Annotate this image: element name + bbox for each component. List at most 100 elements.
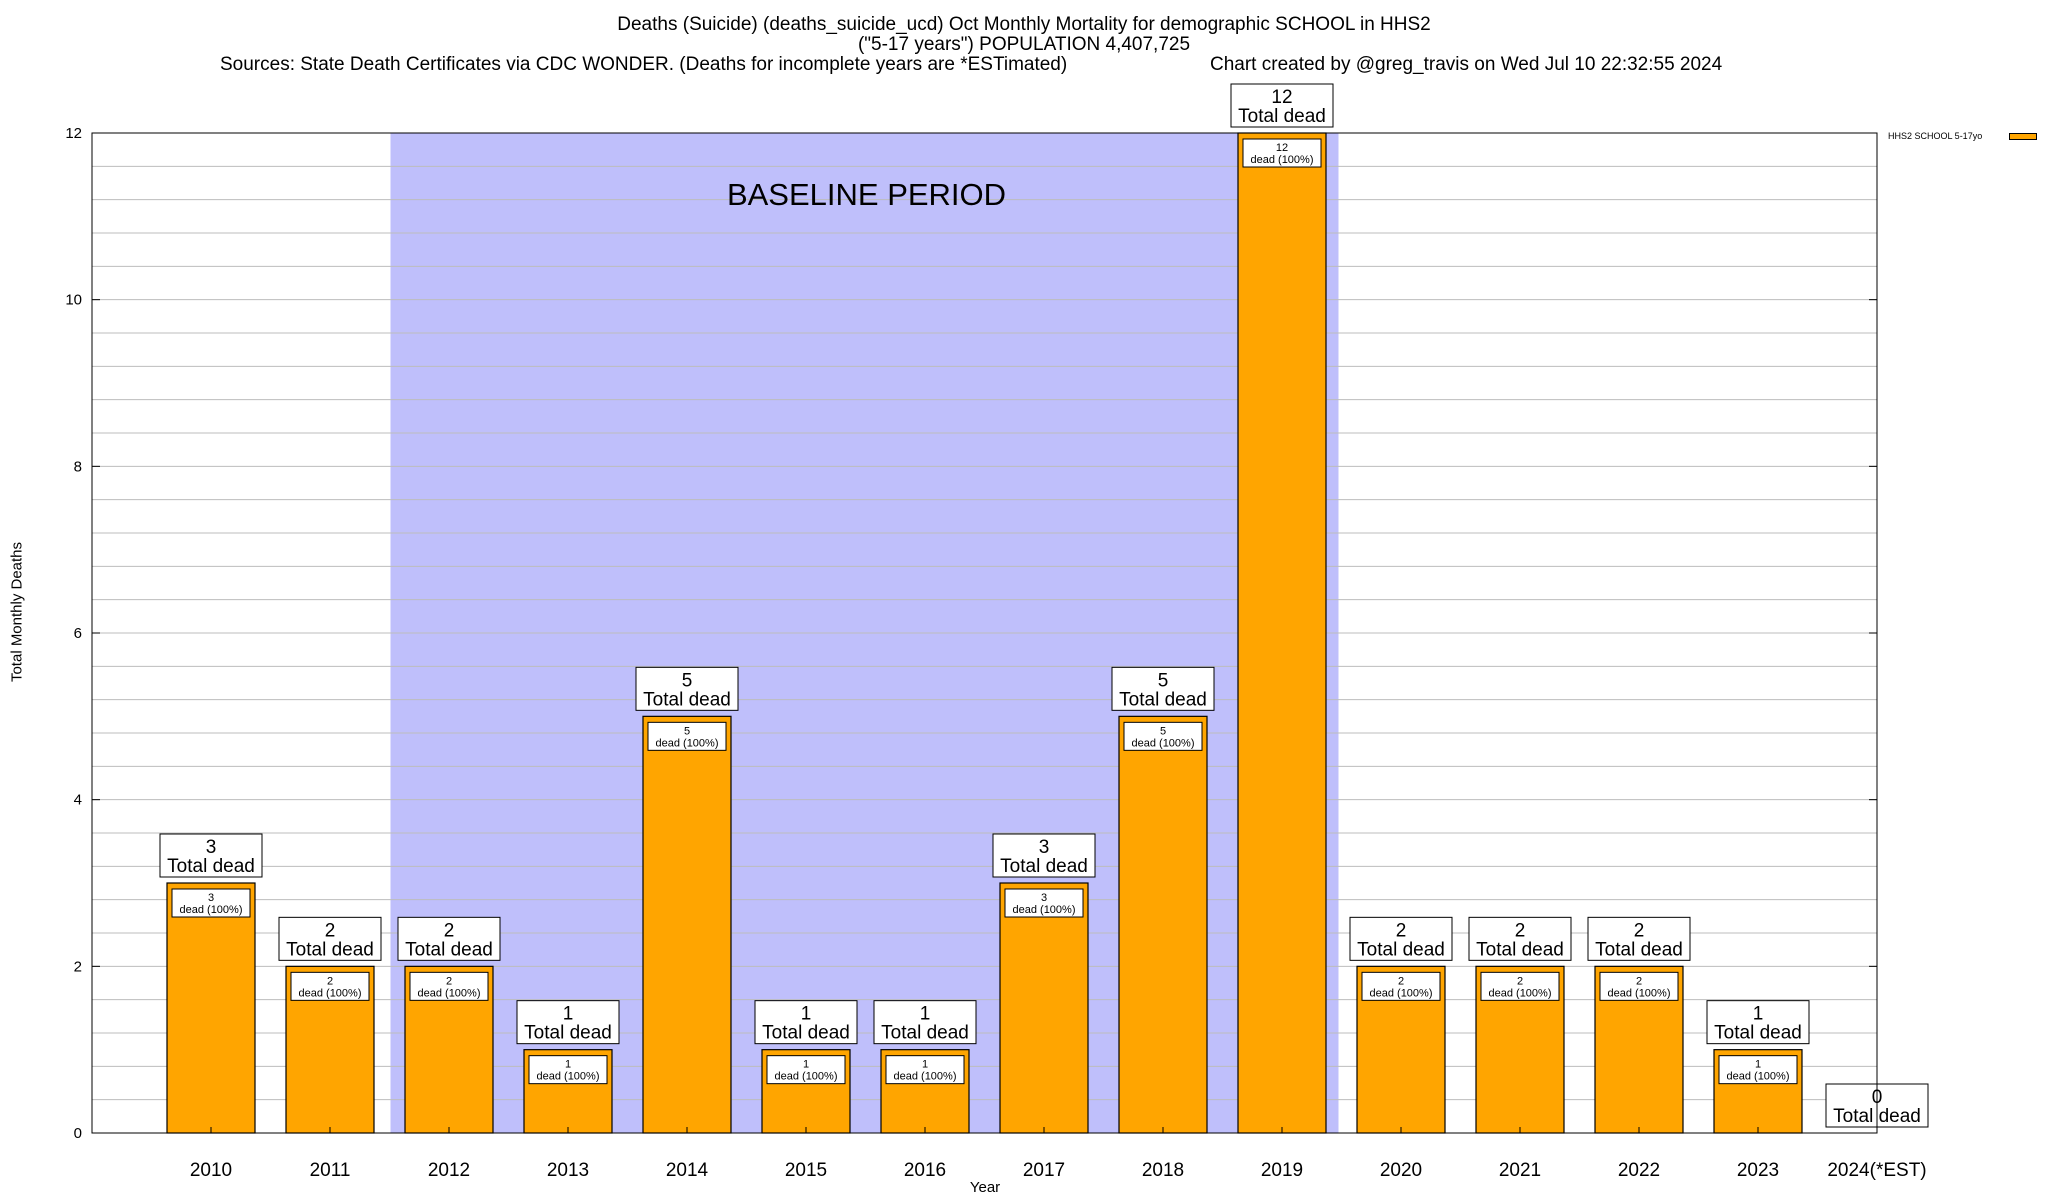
total-label-value: 3 — [1039, 837, 1050, 858]
total-label-value: 2 — [1515, 920, 1526, 941]
chart-subtitle: ("5-17 years") POPULATION 4,407,725 — [857, 34, 1191, 55]
total-label-box — [635, 666, 739, 711]
inner-label-text: dead (100%) — [537, 1071, 600, 1083]
inner-label-box — [647, 721, 727, 751]
total-label-value: 3 — [206, 837, 217, 858]
inner-label-box — [528, 1055, 608, 1085]
inner-label-box — [1599, 971, 1679, 1001]
x-tick-label: 2020 — [1380, 1160, 1422, 1181]
total-label-box — [1706, 1000, 1810, 1045]
inner-label-box — [885, 1055, 965, 1085]
total-label-text: Total dead — [1476, 939, 1564, 960]
inner-label-value: 3 — [208, 892, 214, 904]
total-label-box — [1468, 916, 1572, 961]
x-tick-label: 2016 — [904, 1160, 946, 1181]
total-label-value: 1 — [920, 1004, 931, 1025]
total-label-box — [278, 916, 382, 961]
inner-label-box — [1718, 1055, 1798, 1085]
x-tick-label: 2013 — [547, 1160, 589, 1181]
total-label-box — [873, 1000, 977, 1045]
total-label-text: Total dead — [286, 939, 374, 960]
inner-label-text: dead (100%) — [1251, 154, 1314, 166]
x-tick-label: 2023 — [1737, 1160, 1779, 1181]
baseline-label: BASELINE PERIOD — [727, 177, 1006, 212]
total-label-text: Total dead — [1119, 689, 1207, 710]
bar — [166, 882, 256, 1134]
inner-label-value: 1 — [803, 1059, 809, 1071]
inner-label-value: 1 — [922, 1059, 928, 1071]
inner-label-value: 1 — [1755, 1059, 1761, 1071]
plot-border — [91, 132, 1878, 1134]
legend-swatch — [2009, 133, 2037, 140]
x-tick-label: 2014 — [666, 1160, 709, 1181]
total-label-text: Total dead — [1595, 939, 1683, 960]
x-tick-label: 2010 — [190, 1160, 232, 1181]
total-label-text: Total dead — [881, 1023, 969, 1044]
total-label-value: 2 — [325, 920, 336, 941]
inner-label-text: dead (100%) — [299, 987, 362, 999]
total-label-box — [754, 1000, 858, 1045]
total-label-value: 5 — [1158, 670, 1169, 691]
inner-label-value: 12 — [1276, 142, 1288, 154]
x-tick-label: 2011 — [310, 1160, 351, 1181]
x-tick-label: 2019 — [1261, 1160, 1303, 1181]
total-label-value: 2 — [1396, 920, 1407, 941]
total-label-box — [992, 833, 1096, 878]
y-axis-label: Total Monthly Deaths — [8, 541, 26, 683]
total-label-value: 2 — [1634, 920, 1645, 941]
y-tick-label: 12 — [65, 125, 82, 142]
inner-label-value: 2 — [1398, 975, 1404, 987]
chart-sources: Sources: State Death Certificates via CD… — [220, 54, 1068, 75]
inner-label-box — [1004, 888, 1084, 918]
total-label-box — [159, 833, 263, 878]
inner-label-value: 5 — [1160, 725, 1166, 737]
y-tick-label: 4 — [74, 792, 82, 809]
inner-label-text: dead (100%) — [656, 737, 719, 749]
total-label-text: Total dead — [643, 689, 731, 710]
inner-label-text: dead (100%) — [180, 904, 243, 916]
inner-label-box — [409, 971, 489, 1001]
inner-label-text: dead (100%) — [1370, 987, 1433, 999]
total-label-box — [1230, 83, 1334, 128]
inner-label-value: 2 — [446, 975, 452, 987]
total-label-text: Total dead — [1714, 1023, 1802, 1044]
total-label-value: 12 — [1271, 87, 1292, 108]
x-tick-label: 2018 — [1142, 1160, 1184, 1181]
x-axis-label: Year — [969, 1179, 1001, 1196]
total-label-value: 2 — [444, 920, 455, 941]
total-label-box — [1587, 916, 1691, 961]
bar — [999, 882, 1089, 1134]
inner-label-text: dead (100%) — [894, 1071, 957, 1083]
total-label-text: Total dead — [1238, 106, 1326, 127]
total-label-box — [1111, 666, 1215, 711]
inner-label-value: 3 — [1041, 892, 1047, 904]
chart-title: Deaths (Suicide) (deaths_suicide_ucd) Oc… — [617, 14, 1431, 35]
total-label-text: Total dead — [405, 939, 493, 960]
x-tick-label: 2015 — [785, 1160, 827, 1181]
inner-label-value: 2 — [327, 975, 333, 987]
x-tick-label: 2021 — [1499, 1160, 1541, 1181]
inner-label-box — [766, 1055, 846, 1085]
total-label-box — [1349, 916, 1453, 961]
total-label-box — [516, 1000, 620, 1045]
x-tick-label: 2012 — [428, 1160, 470, 1181]
inner-label-box — [1242, 138, 1322, 168]
total-label-text: Total dead — [1357, 939, 1445, 960]
bar — [1237, 132, 1327, 1134]
inner-label-box — [1480, 971, 1560, 1001]
inner-label-text: dead (100%) — [1489, 987, 1552, 999]
inner-label-text: dead (100%) — [1013, 904, 1076, 916]
inner-label-box — [290, 971, 370, 1001]
inner-label-box — [1123, 721, 1203, 751]
inner-label-value: 2 — [1636, 975, 1642, 987]
inner-label-text: dead (100%) — [1727, 1071, 1790, 1083]
inner-label-text: dead (100%) — [775, 1071, 838, 1083]
total-label-text: Total dead — [167, 856, 255, 877]
y-tick-label: 2 — [74, 958, 82, 975]
total-label-value: 1 — [563, 1004, 574, 1025]
y-tick-label: 8 — [74, 458, 82, 475]
chart-credit: Chart created by @greg_travis on Wed Jul… — [1210, 54, 1723, 75]
inner-label-value: 2 — [1517, 975, 1523, 987]
total-label-text: Total dead — [524, 1023, 612, 1044]
inner-label-box — [1361, 971, 1441, 1001]
